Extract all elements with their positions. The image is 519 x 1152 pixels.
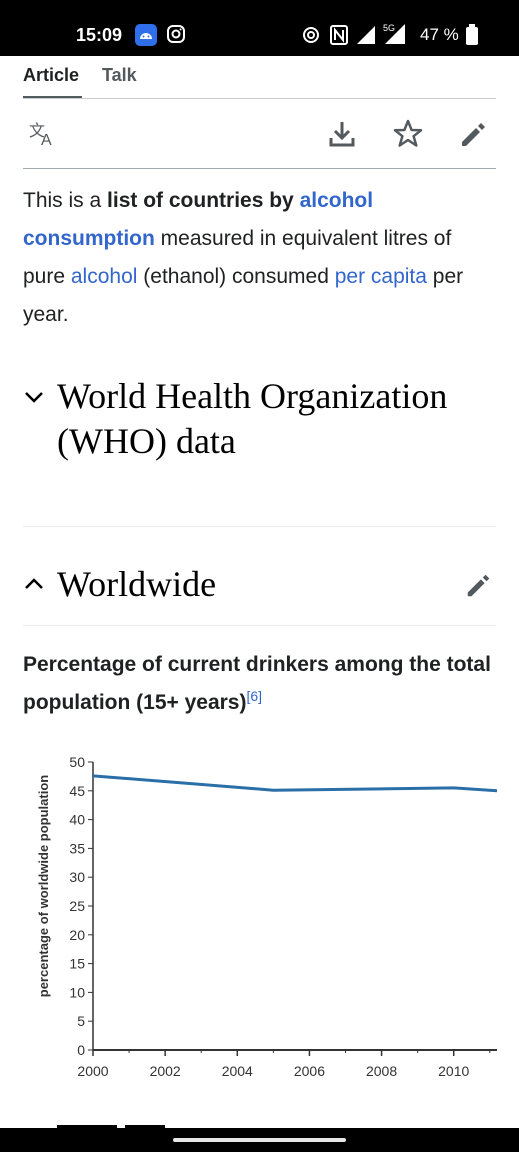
divider [23, 168, 496, 169]
battery-icon [465, 24, 479, 46]
x-tick-label: 2000 [77, 1063, 108, 1079]
intro-text: This is a [23, 189, 108, 212]
section-heading-worldwide[interactable]: Worldwide [57, 564, 217, 604]
intro-paragraph: This is a list of countries by alcohol c… [23, 182, 498, 334]
link-alcohol-consumption[interactable]: alcohol consumption [23, 189, 374, 250]
tab-talk[interactable]: Talk [102, 65, 137, 85]
x-tick-label: 2002 [150, 1063, 181, 1079]
divider [23, 98, 496, 99]
download-icon[interactable] [326, 118, 358, 150]
edit-section-pencil-icon[interactable] [464, 570, 494, 600]
divider [23, 625, 496, 626]
chevron-down-icon[interactable] [23, 386, 45, 408]
instagram-icon [166, 24, 186, 44]
home-gesture-handle[interactable] [173, 1138, 346, 1142]
chart-heading: Percentage of current drinkers among the… [23, 646, 493, 722]
y-tick-label: 5 [77, 1013, 85, 1029]
intro-text: (ethanol) consumed [137, 265, 335, 288]
y-tick-label: 35 [69, 840, 85, 856]
y-tick-label: 40 [69, 812, 85, 828]
x-tick-label: 2010 [438, 1063, 469, 1079]
chevron-up-icon[interactable] [23, 573, 45, 595]
x-tick-label: 2008 [366, 1063, 397, 1079]
intro-text: measured in equivalent litres of pure [23, 227, 452, 288]
series [92, 774, 498, 793]
y-tick-label: 20 [69, 927, 85, 943]
link-alcohol[interactable]: alcohol [70, 265, 138, 288]
y-tick-label: 15 [69, 956, 85, 972]
x-tick-label: 2006 [294, 1063, 325, 1079]
section-heading-who[interactable]: World Health Organization (WHO) data [57, 376, 448, 461]
series-line [92, 774, 498, 793]
navigation-bar [0, 1128, 519, 1152]
svg-text:5G: 5G [383, 23, 395, 33]
hotspot-icon [302, 26, 320, 44]
y-tick-label: 45 [69, 783, 85, 799]
y-tick-label: 10 [69, 984, 85, 1000]
nfc-icon [330, 25, 348, 45]
intro-text: per year. [23, 265, 464, 326]
y-tick-label: 50 [69, 754, 85, 770]
next-heading-peek [57, 1116, 257, 1128]
clock: 15:09 [76, 25, 123, 45]
svg-text:A: A [41, 132, 52, 149]
x-tick-label: 2004 [222, 1063, 253, 1079]
tab-article[interactable]: Article [23, 65, 80, 85]
svg-text:文: 文 [29, 121, 45, 140]
status-bar: 15:09 5G 47 % [0, 0, 519, 56]
pencil-icon[interactable] [458, 118, 490, 150]
y-axis: 0 5 10 15 20 25 30 35 40 45 50 [69, 754, 94, 1058]
x-axis: 2000 2002 2004 2006 2008 2010 [77, 1049, 497, 1079]
active-tab-indicator [23, 96, 82, 99]
reference-link[interactable]: [6] [246, 688, 263, 704]
y-tick-label: 25 [69, 898, 85, 914]
android-app-icon [135, 24, 157, 46]
y-tick-label: 30 [69, 869, 85, 885]
link-per-capita[interactable]: per capita [334, 265, 427, 288]
star-icon[interactable] [392, 118, 424, 150]
battery-percent: 47 % [420, 25, 459, 44]
intro-bold-text: list of countries by [107, 189, 300, 212]
y-tick-label: 0 [77, 1042, 85, 1058]
y-axis-label: percentage of worldwide population [36, 775, 51, 998]
divider [23, 526, 496, 527]
chart-heading-text: Percentage of current drinkers among the… [23, 653, 491, 714]
signal-icon: 5G [355, 22, 407, 46]
